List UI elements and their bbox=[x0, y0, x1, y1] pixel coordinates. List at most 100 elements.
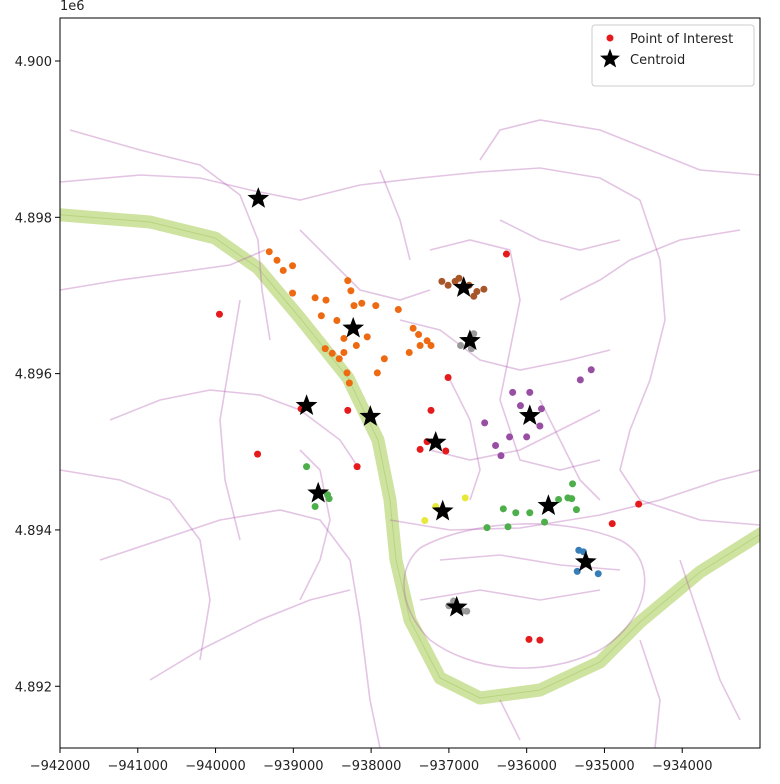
poi-marker bbox=[322, 296, 330, 304]
poi-marker bbox=[463, 607, 471, 615]
poi-marker bbox=[499, 505, 507, 513]
poi-marker bbox=[569, 480, 577, 488]
poi-marker bbox=[421, 517, 429, 525]
poi-marker bbox=[526, 509, 534, 517]
poi-marker bbox=[635, 500, 643, 508]
poi-marker bbox=[279, 266, 287, 274]
poi-marker bbox=[504, 523, 512, 531]
poi-marker bbox=[444, 374, 452, 382]
poi-marker bbox=[311, 294, 319, 302]
centroid-marker bbox=[452, 276, 475, 297]
poi-marker bbox=[317, 312, 325, 320]
centroid-marker bbox=[518, 404, 541, 426]
y-tick-label: 4.894 bbox=[15, 524, 52, 539]
centroid-marker bbox=[537, 494, 560, 515]
poi-marker bbox=[455, 274, 463, 282]
legend-label: Centroid bbox=[630, 53, 685, 68]
poi-marker bbox=[344, 277, 352, 285]
poi-marker bbox=[373, 369, 381, 377]
poi-marker bbox=[587, 366, 595, 374]
poi-marker bbox=[405, 349, 413, 357]
x-tick-label: −935000 bbox=[574, 759, 635, 774]
poi-marker bbox=[289, 289, 297, 297]
poi-marker bbox=[303, 463, 311, 471]
poi-marker bbox=[594, 570, 602, 578]
poi-marker bbox=[492, 442, 500, 450]
centroid-marker bbox=[295, 394, 318, 415]
poi-marker bbox=[427, 341, 435, 349]
poi-marker bbox=[340, 349, 348, 357]
poi-marker bbox=[380, 355, 388, 363]
legend-box bbox=[591, 24, 755, 87]
poi-marker bbox=[444, 281, 452, 289]
legend-label: Point of Interest bbox=[630, 32, 733, 47]
poi-marker bbox=[509, 388, 517, 396]
centroid-marker bbox=[424, 430, 447, 452]
poi-marker bbox=[340, 334, 348, 342]
centroid-marker bbox=[574, 550, 597, 572]
poi-marker bbox=[442, 447, 450, 455]
road-network bbox=[60, 119, 760, 748]
poi-marker bbox=[427, 406, 435, 414]
poi-marker bbox=[470, 292, 478, 300]
poi-marker bbox=[423, 337, 431, 345]
x-tick-label: −939000 bbox=[263, 759, 324, 774]
x-tick-label: −937000 bbox=[419, 759, 480, 774]
poi-marker bbox=[265, 248, 273, 256]
x-tick-label: −938000 bbox=[341, 759, 402, 774]
poi-marker bbox=[344, 406, 352, 414]
centroid-marker bbox=[431, 499, 454, 521]
poi-marker bbox=[516, 402, 524, 410]
poi-marker bbox=[506, 433, 514, 441]
poi-marker bbox=[480, 285, 488, 293]
poi-marker bbox=[254, 450, 262, 458]
poi-marker bbox=[333, 316, 341, 324]
poi-marker bbox=[502, 250, 510, 258]
y-tick-label: 4.898 bbox=[15, 211, 52, 226]
centroid-marker bbox=[247, 187, 270, 208]
poi-marker bbox=[568, 495, 576, 503]
poi-marker bbox=[416, 341, 424, 349]
poi-marker bbox=[537, 405, 545, 413]
river-edge bbox=[60, 214, 760, 699]
poi-marker bbox=[438, 277, 446, 285]
poi-marker bbox=[461, 494, 469, 502]
poi-marker bbox=[345, 379, 353, 387]
x-tick-label: −934000 bbox=[652, 759, 713, 774]
poi-marker bbox=[215, 310, 223, 318]
poi-marker bbox=[536, 422, 544, 430]
poi-marker bbox=[526, 388, 534, 396]
plot-frame bbox=[59, 17, 761, 749]
poi-marker bbox=[572, 506, 580, 514]
poi-marker bbox=[512, 509, 520, 517]
poi-marker bbox=[409, 324, 417, 332]
poi-marker bbox=[335, 355, 343, 363]
poi-marker bbox=[415, 331, 423, 339]
poi-marker bbox=[350, 302, 358, 310]
poi-marker bbox=[363, 333, 371, 341]
poi-marker bbox=[394, 306, 402, 314]
poi-marker bbox=[352, 341, 360, 349]
poi-marker bbox=[343, 369, 351, 377]
centroid-marker bbox=[359, 405, 382, 426]
poi-marker bbox=[523, 433, 531, 441]
x-tick-label: −942000 bbox=[30, 759, 91, 774]
legend-marker bbox=[600, 48, 620, 68]
poi-marker bbox=[353, 463, 361, 471]
x-tick-label: −936000 bbox=[496, 759, 557, 774]
poi-marker bbox=[358, 299, 366, 307]
poi-marker bbox=[541, 518, 549, 526]
poi-marker bbox=[573, 567, 581, 575]
centroid-marker bbox=[445, 595, 468, 617]
map-layer bbox=[60, 119, 760, 748]
poi-marker bbox=[328, 349, 336, 357]
centroid-marker bbox=[459, 329, 481, 351]
y-tick-label: 4.892 bbox=[15, 680, 52, 695]
poi-marker bbox=[372, 302, 380, 310]
y-tick-label: 4.900 bbox=[15, 55, 52, 70]
poi-marker bbox=[321, 345, 329, 353]
poi-marker bbox=[555, 495, 563, 503]
centroid-marker bbox=[342, 316, 365, 338]
poi-marker bbox=[324, 491, 332, 499]
legend-marker bbox=[606, 34, 614, 42]
